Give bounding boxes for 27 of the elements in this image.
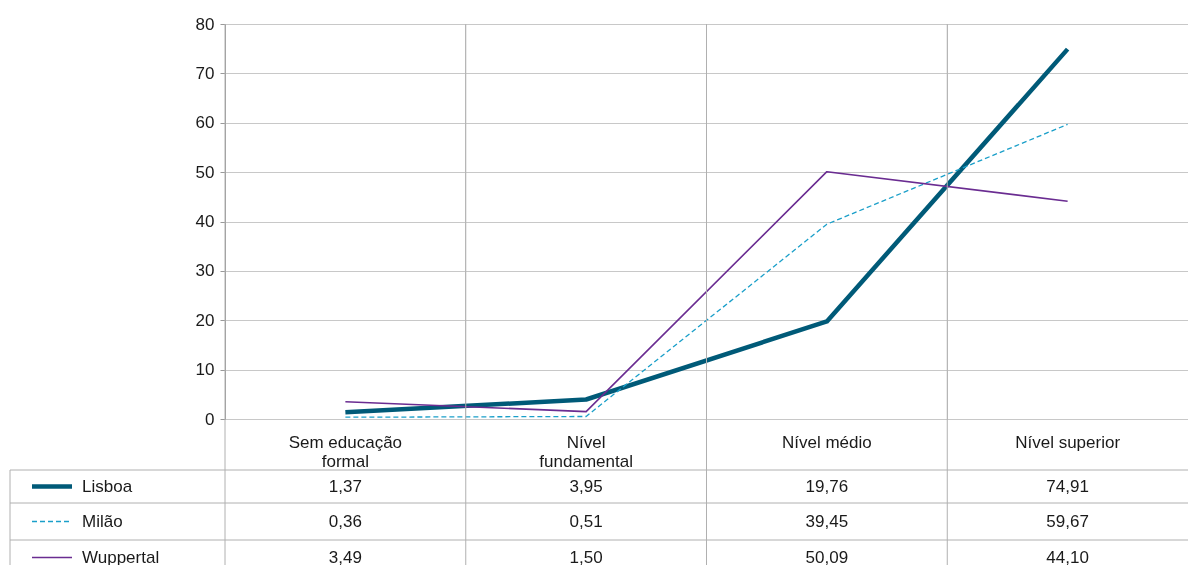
x-tick-label: Nível superior (1015, 432, 1121, 452)
data-label: 59,67 (1046, 511, 1089, 531)
data-label: 1,37 (328, 476, 362, 496)
data-label: 0,36 (328, 511, 362, 531)
data-label: 1,50 (569, 547, 603, 565)
x-tick-label: Nível médio (781, 432, 872, 452)
data-label: 50,09 (805, 547, 849, 565)
legend-label: Lisboa (82, 476, 133, 496)
legend-label: Milão (82, 511, 123, 531)
y-tick-label: 60 (195, 113, 215, 133)
y-tick-label: 50 (195, 162, 215, 182)
y-tick-label: 30 (195, 261, 215, 281)
data-label: 44,10 (1046, 547, 1089, 565)
x-tick-label: Nível fundamental (539, 432, 633, 471)
x-tick-label: Sem educação formal (288, 432, 403, 471)
data-label: 74,91 (1046, 476, 1089, 496)
y-tick-label: 0 (205, 409, 215, 429)
data-label: 3,49 (328, 547, 362, 565)
data-label: 39,45 (805, 511, 849, 531)
y-tick-label: 80 (195, 14, 215, 34)
y-tick-label: 20 (195, 310, 215, 330)
y-tick-label: 40 (195, 212, 215, 231)
data-label: 19,76 (805, 476, 849, 496)
data-label: 0,51 (569, 511, 603, 531)
data-label: 3,95 (569, 476, 603, 496)
y-tick-label: 70 (195, 63, 215, 83)
y-tick-label: 10 (195, 360, 215, 380)
